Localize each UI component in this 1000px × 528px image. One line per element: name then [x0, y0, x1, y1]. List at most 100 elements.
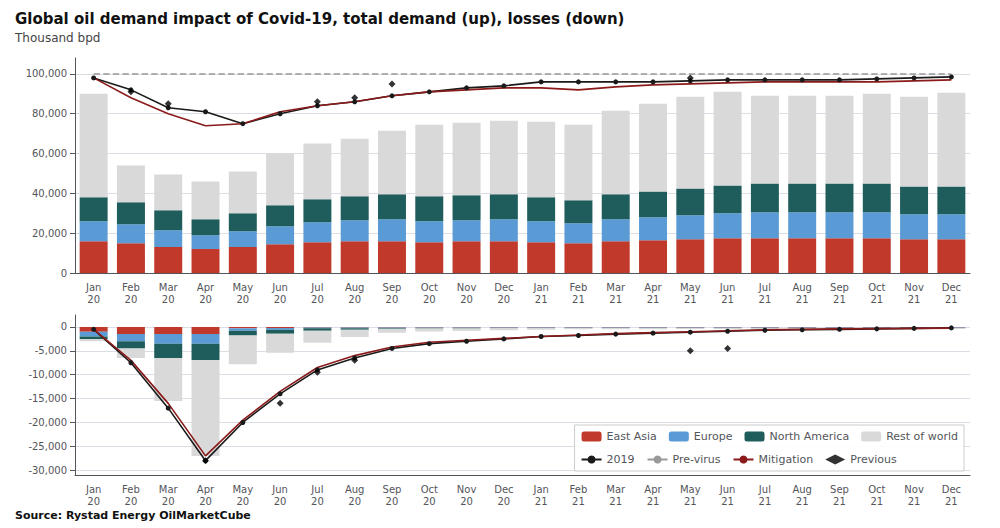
svg-text:Mar: Mar	[606, 484, 626, 495]
svg-text:21: 21	[870, 496, 883, 507]
svg-text:20: 20	[236, 496, 249, 507]
svg-text:Feb: Feb	[122, 282, 140, 293]
svg-text:21: 21	[759, 294, 772, 305]
svg-text:Apr: Apr	[644, 282, 662, 293]
svg-text:20: 20	[87, 496, 100, 507]
svg-text:Feb: Feb	[122, 484, 140, 495]
svg-text:80,000: 80,000	[32, 108, 67, 119]
svg-text:21: 21	[908, 294, 921, 305]
svg-text:21: 21	[908, 496, 921, 507]
svg-text:Jun: Jun	[271, 282, 288, 293]
svg-text:Nov: Nov	[904, 484, 924, 495]
svg-text:-5,000: -5,000	[35, 345, 67, 356]
svg-text:Aug: Aug	[345, 282, 365, 293]
svg-text:Jun: Jun	[719, 484, 736, 495]
svg-text:Feb: Feb	[570, 282, 588, 293]
svg-text:Dec: Dec	[942, 484, 961, 495]
svg-text:21: 21	[759, 496, 772, 507]
svg-text:Jul: Jul	[758, 282, 771, 293]
svg-text:-25,000: -25,000	[28, 441, 67, 452]
svg-text:May: May	[680, 282, 701, 293]
svg-text:100,000: 100,000	[26, 68, 67, 79]
svg-text:60,000: 60,000	[32, 148, 67, 159]
svg-text:Rest of world: Rest of world	[886, 430, 958, 443]
svg-text:Apr: Apr	[197, 282, 215, 293]
svg-text:Apr: Apr	[197, 484, 215, 495]
svg-text:20: 20	[199, 496, 212, 507]
svg-text:20: 20	[311, 496, 324, 507]
svg-text:20: 20	[162, 496, 175, 507]
svg-text:Jan: Jan	[85, 282, 101, 293]
svg-text:40,000: 40,000	[32, 188, 67, 199]
svg-text:20,000: 20,000	[32, 228, 67, 239]
svg-text:East Asia: East Asia	[607, 430, 657, 443]
svg-text:Aug: Aug	[792, 282, 812, 293]
svg-text:Europe: Europe	[694, 430, 733, 443]
svg-text:Jun: Jun	[271, 484, 288, 495]
svg-text:-30,000: -30,000	[28, 465, 67, 476]
svg-text:Jan: Jan	[85, 484, 101, 495]
svg-text:Jul: Jul	[758, 484, 771, 495]
svg-text:21: 21	[870, 294, 883, 305]
svg-text:Sep: Sep	[383, 484, 402, 495]
svg-text:21: 21	[721, 496, 734, 507]
svg-text:Jul: Jul	[310, 282, 323, 293]
svg-text:21: 21	[796, 294, 809, 305]
svg-text:20: 20	[348, 294, 361, 305]
svg-text:21: 21	[535, 294, 548, 305]
svg-text:0: 0	[61, 321, 67, 332]
svg-text:21: 21	[647, 294, 660, 305]
svg-text:Nov: Nov	[457, 484, 477, 495]
svg-text:Oct: Oct	[421, 282, 438, 293]
svg-text:Mitigation: Mitigation	[758, 453, 813, 466]
svg-text:20: 20	[199, 294, 212, 305]
svg-text:Feb: Feb	[570, 484, 588, 495]
svg-text:Oct: Oct	[421, 484, 438, 495]
svg-text:21: 21	[796, 496, 809, 507]
svg-text:Mar: Mar	[159, 484, 179, 495]
svg-text:May: May	[232, 484, 253, 495]
svg-text:Source: Rystad Energy OilMarke: Source: Rystad Energy OilMarketCube	[15, 509, 251, 522]
svg-text:21: 21	[572, 496, 585, 507]
svg-text:Nov: Nov	[457, 282, 477, 293]
svg-text:21: 21	[609, 496, 622, 507]
svg-text:Sep: Sep	[383, 282, 402, 293]
svg-text:Oct: Oct	[868, 282, 885, 293]
svg-text:20: 20	[348, 496, 361, 507]
svg-text:20: 20	[236, 294, 249, 305]
svg-text:Pre-virus: Pre-virus	[673, 453, 721, 466]
svg-text:Mar: Mar	[159, 282, 179, 293]
svg-text:21: 21	[684, 496, 697, 507]
svg-text:20: 20	[423, 294, 436, 305]
svg-text:21: 21	[833, 496, 846, 507]
svg-text:Jun: Jun	[719, 282, 736, 293]
svg-text:Global oil demand impact of Co: Global oil demand impact of Covid-19, to…	[15, 10, 624, 28]
svg-text:-10,000: -10,000	[28, 369, 67, 380]
svg-text:21: 21	[647, 496, 660, 507]
svg-text:20: 20	[274, 294, 287, 305]
svg-text:0: 0	[61, 268, 67, 279]
svg-text:21: 21	[684, 294, 697, 305]
svg-text:20: 20	[125, 294, 138, 305]
svg-text:Dec: Dec	[942, 282, 961, 293]
svg-text:Dec: Dec	[494, 484, 513, 495]
svg-text:North America: North America	[770, 430, 850, 443]
svg-text:20: 20	[460, 294, 473, 305]
svg-text:Jan: Jan	[532, 282, 548, 293]
svg-text:Previous: Previous	[850, 453, 897, 466]
svg-text:20: 20	[87, 294, 100, 305]
svg-text:20: 20	[274, 496, 287, 507]
svg-text:20: 20	[386, 294, 399, 305]
svg-text:May: May	[680, 484, 701, 495]
svg-text:20: 20	[386, 496, 399, 507]
svg-text:20: 20	[125, 496, 138, 507]
svg-text:20: 20	[460, 496, 473, 507]
svg-text:Mar: Mar	[606, 282, 626, 293]
svg-text:2019: 2019	[607, 453, 635, 466]
svg-text:Oct: Oct	[868, 484, 885, 495]
svg-text:20: 20	[162, 294, 175, 305]
svg-text:20: 20	[423, 496, 436, 507]
svg-text:-15,000: -15,000	[28, 393, 67, 404]
svg-text:20: 20	[311, 294, 324, 305]
svg-text:Aug: Aug	[792, 484, 812, 495]
